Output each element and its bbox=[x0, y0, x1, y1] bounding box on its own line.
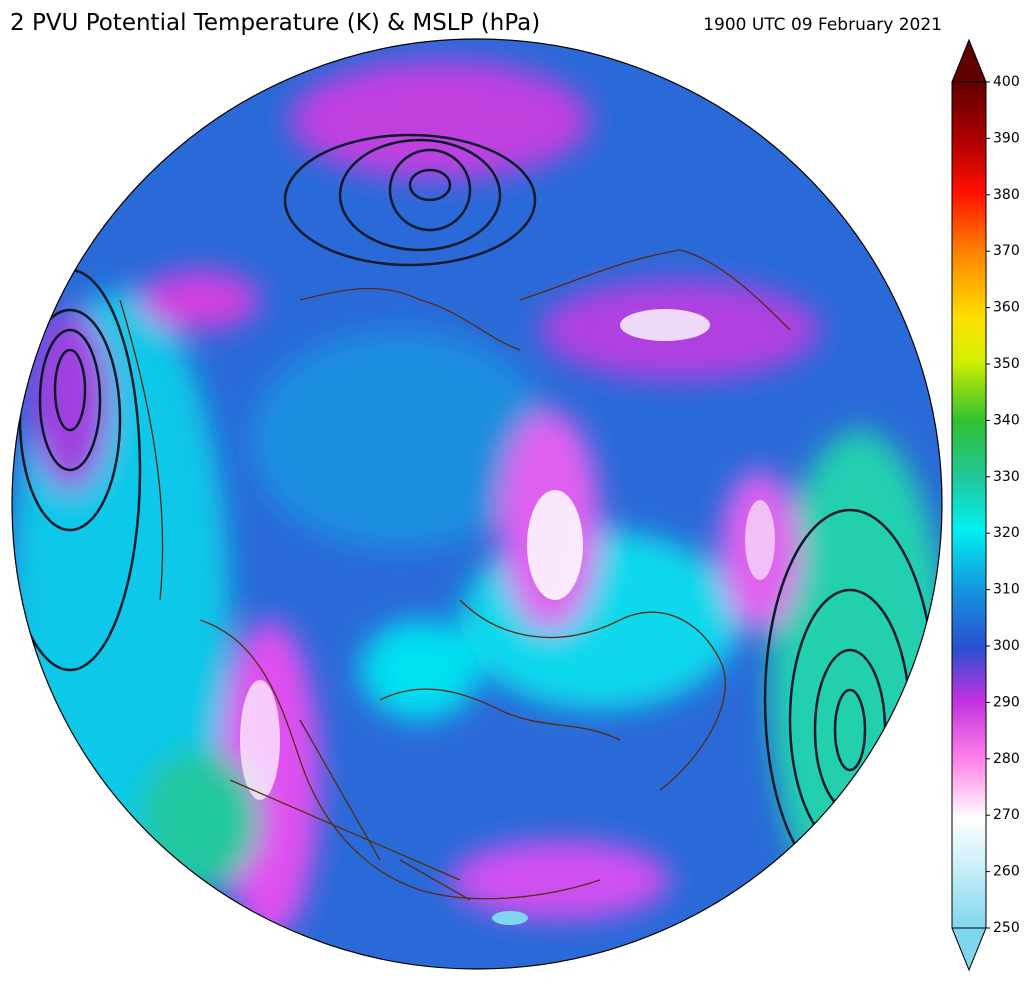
colorbar-tick-label: 310 bbox=[993, 582, 1020, 598]
map-title: 2 PVU Potential Temperature (K) & MSLP (… bbox=[10, 10, 540, 36]
colorbar-tick-label: 340 bbox=[993, 412, 1020, 428]
coastlines bbox=[119, 249, 791, 901]
colorbar-tick-label: 380 bbox=[993, 187, 1020, 203]
map bbox=[12, 39, 942, 969]
colorbar-tick-label: 360 bbox=[993, 300, 1020, 316]
colorbar-tick-label: 300 bbox=[993, 638, 1020, 654]
colorbar-tick-label: 290 bbox=[993, 694, 1020, 710]
colorbar-tick-label: 280 bbox=[993, 751, 1020, 767]
colorbar-tick-label: 390 bbox=[993, 130, 1020, 146]
colorbar-tick-label: 350 bbox=[993, 356, 1020, 372]
globe-edge bbox=[11, 38, 943, 970]
colorbar-tick-label: 330 bbox=[993, 469, 1020, 485]
colorbar-tick-label: 270 bbox=[993, 807, 1020, 823]
colorbar-tick-label: 250 bbox=[993, 920, 1020, 936]
timestamp: 1900 UTC 09 February 2021 bbox=[703, 15, 942, 35]
colorbar-extend-high bbox=[951, 38, 987, 83]
colorbar-tick-label: 400 bbox=[993, 74, 1020, 90]
colorbar: 250 260 270 280 290 300 310 320 330 340 350 360 370 3… bbox=[951, 38, 1020, 972]
colorbar-tick-label: 260 bbox=[993, 864, 1020, 880]
colorbar-tick-label: 370 bbox=[993, 243, 1020, 259]
colorbar-tick-label: 320 bbox=[993, 525, 1020, 541]
colorbar-scale bbox=[951, 81, 987, 929]
colorbar-extend-low bbox=[951, 927, 987, 972]
